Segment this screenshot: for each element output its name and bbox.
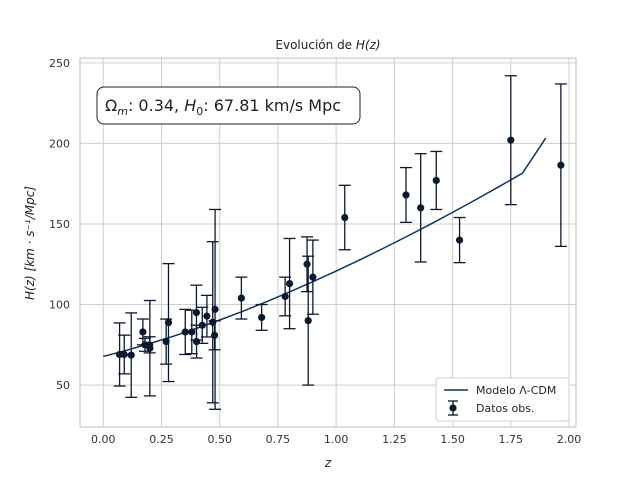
chart-title-text: Evolución de [275,38,355,52]
data-marker [188,328,196,336]
data-point [255,303,268,331]
legend-entry-model: Modelo Λ-CDM [476,384,556,397]
data-point [504,75,517,206]
y-tick-label: 100 [49,299,70,312]
data-marker [192,308,201,317]
y-axis-ticks: 50 100 150 200 250 [49,57,70,392]
data-marker [417,204,425,212]
data-point [283,237,296,330]
data-point [338,184,351,251]
observed-data-series [113,75,567,410]
legend: Modelo Λ-CDM Datos obs. [435,377,570,422]
annotation-text: Ωm: 0.34, H0: 67.81 km/s Mpc [105,96,341,118]
data-point [143,299,156,397]
data-point [302,255,315,386]
x-tick-label: 0.75 [266,433,291,446]
data-marker [557,161,565,169]
data-point [430,150,443,211]
data-point [200,294,213,338]
data-point [125,312,138,399]
legend-errorbar-swatch [448,400,458,416]
x-tick-label: 0.50 [207,433,232,446]
data-marker [258,313,266,322]
x-tick-label: 0.25 [149,433,174,446]
x-tick-label: 1.75 [499,433,524,446]
parameter-annotation: Ωm: 0.34, H0: 67.81 km/s Mpc [96,86,361,125]
data-marker [120,350,128,359]
data-marker [192,337,201,346]
y-tick-label: 250 [49,57,70,70]
x-tick-label: 1.50 [440,433,465,446]
model-line-series [103,137,547,358]
data-marker [127,351,135,359]
data-marker [304,317,312,325]
x-axis-ticks: 0.00 0.25 0.50 0.75 1.00 1.25 1.50 1.75 2.00 [91,433,581,446]
data-point [414,153,427,263]
data-point [209,208,222,410]
axes-frame [79,57,577,428]
data-marker [164,318,173,327]
data-point [279,276,292,317]
x-tick-label: 2.00 [557,433,582,446]
model-curve [103,137,547,358]
legend-box [435,377,570,422]
data-marker [146,344,154,352]
x-tick-label: 1.25 [382,433,407,446]
data-point [306,239,319,315]
data-marker [139,328,147,336]
data-marker [285,279,294,288]
x-axis-label: z [324,456,332,470]
data-marker [237,294,245,302]
y-axis-label: H(z) [km · s⁻¹/Mpc] [23,186,37,300]
data-marker [455,236,464,244]
data-point [453,216,466,264]
chart-title: Evolución de H(z) [275,38,380,52]
data-marker [309,273,317,281]
data-marker [341,213,349,222]
legend-entry-data: Datos obs. [476,402,534,415]
data-marker [203,312,211,320]
data-marker [211,305,219,313]
data-marker [507,136,515,144]
data-point [118,334,131,375]
data-point [554,83,567,248]
annotation-box [96,86,361,125]
data-point [179,308,192,356]
x-tick-label: 1.00 [324,433,349,446]
y-tick-label: 150 [49,218,70,231]
data-point [400,166,413,224]
chart-title-math: H(z) [356,38,381,52]
data-marker [402,191,410,199]
data-marker [303,260,311,268]
data-point [162,262,175,383]
data-marker [432,176,440,185]
x-tick-label: 0.00 [91,433,116,446]
data-marker [181,328,189,336]
data-point [235,276,248,320]
data-marker [198,321,206,329]
y-tick-label: 50 [56,379,70,392]
data-point [185,309,198,355]
data-marker [281,292,289,301]
y-tick-label: 200 [49,137,70,150]
